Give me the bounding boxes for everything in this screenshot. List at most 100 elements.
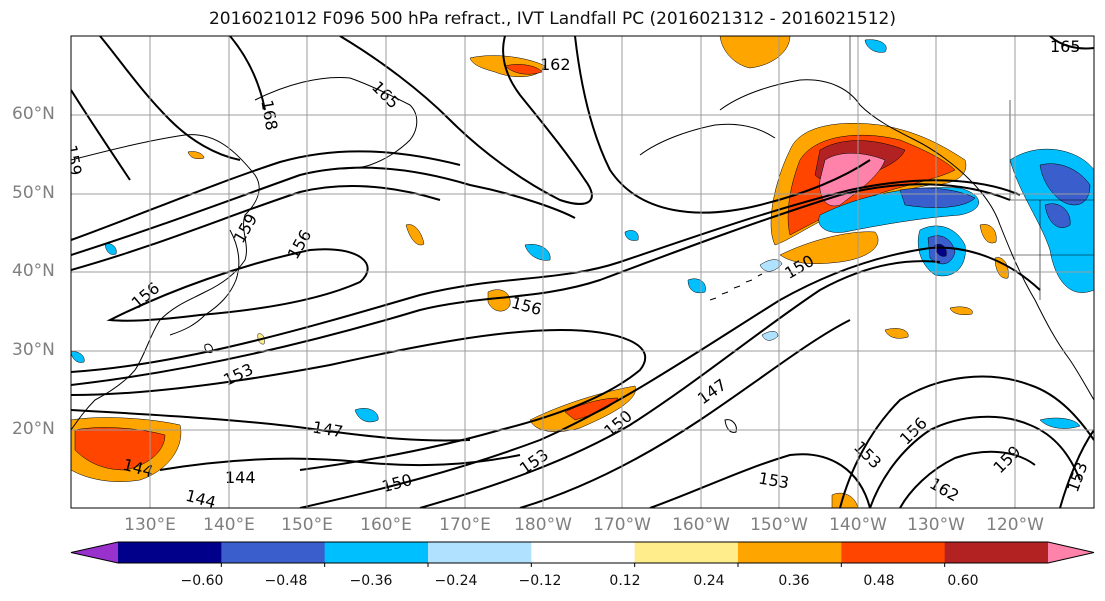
colorbar-tick-label: 0.36 (778, 573, 810, 589)
lon-label-150e: 150°E (281, 515, 333, 535)
shade-patch (564, 397, 619, 421)
shade-patch (74, 427, 166, 471)
contour-line (71, 166, 576, 256)
colorbar-segment (738, 542, 842, 563)
map-content: 162 165 168 159 159 156 156 156 153 153 … (71, 36, 1094, 512)
contour-line (99, 36, 241, 161)
contour-line (229, 36, 266, 111)
contour-line (1059, 429, 1094, 508)
shade-patch (994, 257, 1009, 279)
lon-label-170e: 170°E (439, 515, 491, 535)
map-title: 2016021012 F096 500 hPa refract., IVT La… (208, 9, 896, 29)
coastline (709, 273, 763, 301)
lon-label-140w: 140°W (829, 515, 887, 535)
contour-label: 156 (509, 293, 543, 319)
contour-label: 144 (225, 468, 256, 487)
contour-line (839, 375, 1094, 508)
shade-patch (687, 278, 706, 294)
shade-patch (949, 306, 973, 315)
contour-label: 150 (380, 470, 414, 496)
shade-patch (1039, 163, 1091, 206)
lat-label-30n: 30°N (12, 340, 55, 360)
contour-label: 153 (220, 360, 256, 390)
shade-patch (884, 328, 909, 339)
contour-line (71, 328, 647, 471)
lon-label-120w: 120°W (986, 515, 1044, 535)
contour-label: 156 (128, 278, 164, 312)
shading-negative (71, 39, 1094, 429)
coastline (639, 123, 776, 156)
colorbar-extend-high (1048, 542, 1094, 563)
contour-label: 153 (757, 468, 790, 492)
shade-patch (759, 259, 783, 272)
shade-patch (487, 289, 511, 312)
contour-line (106, 248, 369, 322)
contour-line (71, 183, 1011, 386)
refractivity-contours (71, 36, 1094, 508)
colorbar-segment (118, 542, 222, 563)
coastline (204, 343, 213, 353)
colorbar-tick-label: 0.24 (693, 573, 725, 589)
map-frame (70, 35, 1095, 509)
shade-patch (504, 64, 543, 75)
contour-line (649, 453, 871, 508)
colorbar-segment (944, 542, 1049, 563)
contour-label: 159 (989, 442, 1024, 477)
colorbar-tick-label: −0.36 (349, 573, 393, 589)
shade-patch (104, 243, 117, 255)
contour-label: 153 (1063, 459, 1091, 494)
shade-patch (864, 39, 887, 53)
contour-line (159, 454, 521, 471)
contour-line (1049, 36, 1094, 50)
colorbar (70, 541, 1095, 567)
colorbar-tick-label: 0.12 (609, 573, 641, 589)
contour-line (899, 450, 1036, 508)
contour-label: 144 (184, 486, 218, 512)
shade-patch (779, 231, 879, 264)
contour-line (339, 36, 593, 205)
contour-line (71, 409, 471, 442)
contour-line (71, 150, 461, 241)
shade-patch (187, 151, 205, 159)
colorbar-tick-label: −0.24 (434, 573, 478, 589)
shade-patch (831, 492, 859, 508)
borders (849, 36, 1094, 300)
colorbar-tick-label: 0.60 (947, 573, 979, 589)
shade-patch (979, 224, 997, 244)
colorbar-segment (428, 542, 532, 563)
colorbar-tick-label: −0.12 (518, 573, 562, 589)
lon-label-130e: 130°E (124, 515, 176, 535)
shade-patch (1044, 203, 1071, 228)
shade-patch (899, 187, 976, 208)
lon-label-160e: 160°E (360, 515, 412, 535)
coastline (719, 79, 1094, 401)
colorbar-outline (70, 541, 1095, 564)
colorbar-tick-label: −0.48 (264, 573, 308, 589)
lon-label-160w: 160°W (672, 515, 730, 535)
shade-patch (524, 244, 551, 261)
contour-line (574, 36, 871, 214)
shade-patch (761, 331, 779, 341)
contour-label: 162 (540, 55, 571, 74)
contour-line (869, 415, 1081, 508)
coastline (254, 76, 418, 171)
contour-label: 156 (896, 413, 931, 448)
colorbar-segment (531, 542, 636, 563)
colorbar-tick-label: 0.48 (863, 573, 895, 589)
lat-label-50n: 50°N (12, 183, 55, 203)
contour-line (71, 89, 131, 181)
gridlines (71, 36, 1094, 508)
colorbar-tick-label: −0.60 (180, 573, 224, 589)
contour-label: 156 (284, 226, 316, 262)
coastline (169, 229, 240, 336)
contour-line (419, 260, 941, 508)
coastlines (71, 76, 1094, 433)
contour-label: 153 (516, 445, 552, 478)
shade-patch (624, 230, 639, 241)
lon-label-130w: 130°W (907, 515, 965, 535)
shade-patch (71, 351, 85, 363)
coastline (724, 419, 737, 433)
contour-line (71, 185, 441, 271)
colorbar-extend-low (71, 542, 118, 563)
